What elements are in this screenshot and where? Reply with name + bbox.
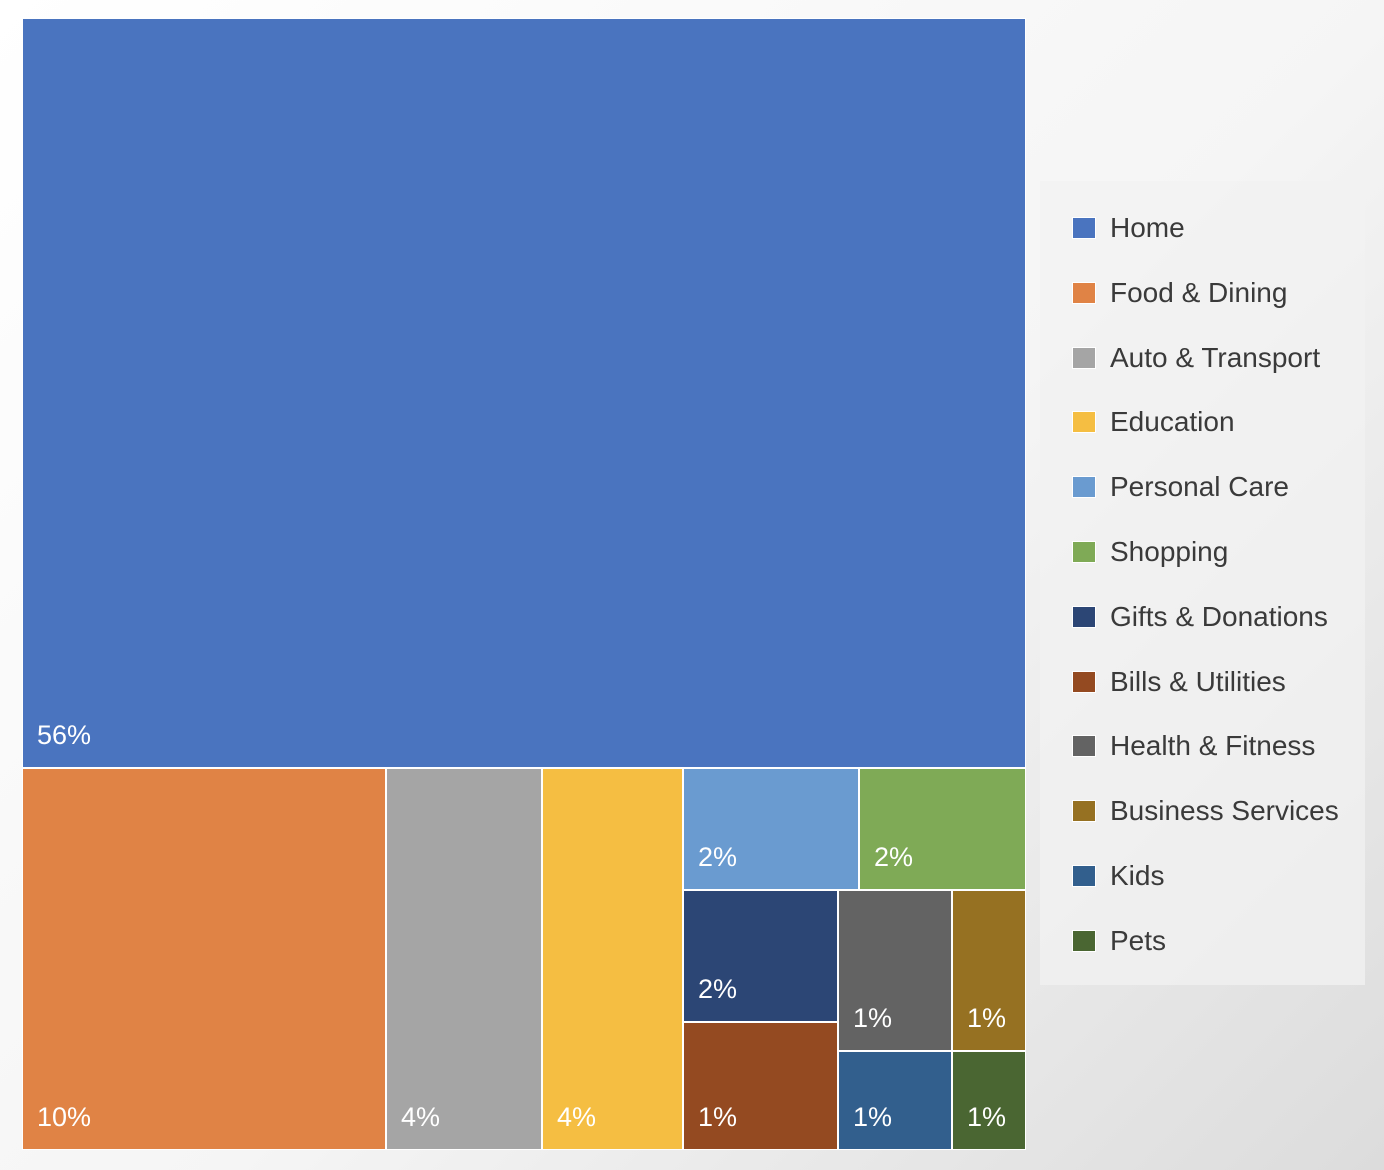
- treemap-tile-8: 1%: [838, 890, 952, 1051]
- legend-item: Auto & Transport: [1072, 341, 1321, 373]
- legend-label: Bills & Utilities: [1110, 665, 1286, 697]
- legend-label: Gifts & Donations: [1110, 600, 1328, 632]
- treemap-tile-0: 56%: [22, 18, 1026, 768]
- legend-item: Food & Dining: [1072, 276, 1288, 308]
- legend-swatch: [1072, 605, 1096, 628]
- treemap-tile-1: 10%: [22, 768, 386, 1150]
- legend-swatch: [1072, 800, 1096, 823]
- legend-swatch: [1072, 865, 1096, 887]
- treemap-tile-label: 1%: [853, 1003, 893, 1033]
- treemap-tile-label: 10%: [37, 1102, 92, 1132]
- legend-label: Health & Fitness: [1110, 730, 1316, 762]
- legend-swatch: [1072, 929, 1096, 952]
- legend-item: Gifts & Donations: [1072, 600, 1328, 632]
- treemap-tile-label: 1%: [967, 1102, 1007, 1132]
- treemap-tile-label: 56%: [37, 720, 92, 750]
- legend-swatch: [1072, 411, 1096, 434]
- legend-label: Personal Care: [1110, 471, 1289, 503]
- legend-item: Personal Care: [1072, 471, 1289, 503]
- legend-swatch: [1072, 670, 1096, 693]
- legend-swatch: [1072, 476, 1096, 499]
- legend-label: Pets: [1110, 924, 1167, 956]
- legend-item: Pets: [1072, 924, 1167, 956]
- treemap-tile-2: 4%: [386, 768, 542, 1150]
- legend-item: Health & Fitness: [1072, 730, 1316, 762]
- legend-label: Business Services: [1110, 795, 1339, 827]
- legend-swatch: [1072, 541, 1096, 563]
- legend-item: Kids: [1072, 860, 1165, 891]
- legend-item: Business Services: [1072, 795, 1339, 827]
- legend-swatch: [1072, 217, 1096, 239]
- legend-item: Home: [1072, 212, 1185, 243]
- treemap-tile-7: 1%: [683, 1022, 838, 1150]
- legend-item: Shopping: [1072, 536, 1229, 567]
- treemap-plot-area: 56% 10% 4% 4% 2% 2% 2% 1% 1% 1% 1% 1%: [22, 18, 1026, 1150]
- legend-label: Shopping: [1110, 536, 1229, 567]
- treemap-tile-label: 4%: [557, 1102, 597, 1132]
- legend: Home Food & Dining Auto & Transport Educati…: [1040, 181, 1365, 985]
- legend-swatch: [1072, 735, 1096, 758]
- legend-label: Kids: [1110, 860, 1165, 891]
- legend-item: Education: [1072, 406, 1235, 438]
- legend-label: Home: [1110, 212, 1185, 243]
- treemap-tile-3: 4%: [542, 768, 683, 1150]
- treemap-tile-10: 1%: [838, 1051, 952, 1150]
- treemap-tile-4: 2%: [683, 768, 859, 890]
- legend-swatch: [1072, 346, 1096, 369]
- legend-label: Food & Dining: [1110, 276, 1288, 308]
- treemap-tile-label: 1%: [698, 1102, 738, 1132]
- treemap-tile-6: 2%: [683, 890, 838, 1022]
- legend-item: Bills & Utilities: [1072, 665, 1286, 697]
- legend-swatch: [1072, 281, 1096, 304]
- treemap-tile-label: 1%: [853, 1102, 893, 1132]
- treemap-tile-label: 2%: [698, 842, 738, 872]
- treemap-tile-11: 1%: [952, 1051, 1026, 1150]
- treemap-tile-9: 1%: [952, 890, 1026, 1051]
- treemap-tile-label: 4%: [401, 1102, 441, 1132]
- treemap-tile-label: 2%: [698, 974, 738, 1004]
- legend-label: Education: [1110, 406, 1235, 438]
- legend-label: Auto & Transport: [1110, 341, 1321, 373]
- treemap-tile-label: 1%: [967, 1003, 1007, 1033]
- treemap-tile-5: 2%: [859, 768, 1026, 890]
- treemap-tile-label: 2%: [874, 842, 914, 872]
